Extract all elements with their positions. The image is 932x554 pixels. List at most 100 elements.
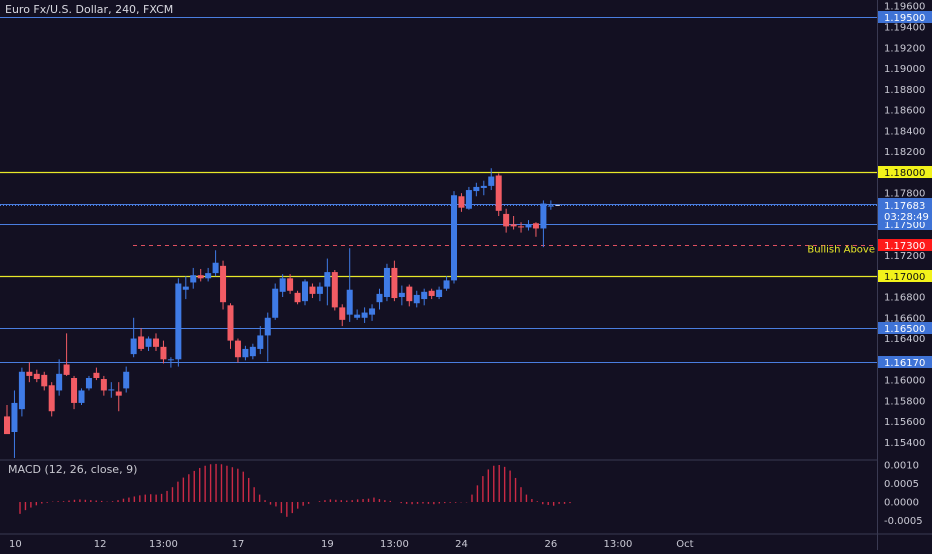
price-tick-1.16600: 1.16600: [884, 313, 925, 324]
price-badge-1.19500-text: 1.19500: [884, 13, 925, 24]
candle-body-27: [205, 273, 212, 279]
candle-body-68: [510, 224, 517, 227]
price-tick-1.16400: 1.16400: [884, 334, 925, 345]
candle-body-46: [346, 289, 353, 315]
candle-body-66: [495, 175, 502, 211]
candle-body-51: [383, 267, 390, 297]
alert-text: Bullish Above: [807, 245, 875, 256]
candle-body-9: [71, 378, 78, 403]
candle-body-53: [398, 292, 405, 297]
price-tick-1.19000: 1.19000: [884, 64, 925, 75]
price-badge-1.16170-text: 1.16170: [884, 358, 925, 369]
candle-body-1: [11, 402, 18, 432]
candle-body-36: [272, 288, 279, 318]
price-tick-1.19600: 1.19600: [884, 2, 925, 13]
candle-body-30: [227, 305, 234, 341]
alert-badge-text: 1.17300: [884, 241, 925, 252]
candle-body-29: [220, 265, 227, 303]
price-badge-1.16500-text: 1.16500: [884, 324, 925, 335]
candle-body-5: [41, 374, 48, 387]
price-badge-1.19500-bg: [878, 11, 932, 23]
candle-body-31: [234, 340, 241, 358]
price-tick-1.16800: 1.16800: [884, 293, 925, 304]
candle-body-49: [369, 308, 376, 315]
candle-body-21: [160, 346, 167, 360]
time-tick-9: Oct: [676, 539, 693, 550]
candle-body-50: [376, 293, 383, 303]
price-tick-1.15400: 1.15400: [884, 438, 925, 449]
candle-body-42: [316, 286, 323, 294]
candle-body-45: [339, 307, 346, 320]
current-price-badge-text: 1.17683: [884, 201, 925, 212]
candle-body-20: [153, 338, 159, 347]
macd-tick--0.0005: -0.0005: [884, 516, 923, 527]
countdown-badge-text: 03:28:49: [884, 212, 929, 223]
price-tick-1.17800: 1.17800: [884, 189, 925, 200]
price-badge-1.17000-bg: [878, 270, 932, 282]
candle-body-60: [451, 195, 457, 281]
alert-badge-bg: [878, 239, 932, 251]
candle-body-4: [33, 373, 40, 380]
candle-body-3: [26, 371, 33, 376]
candle-body-32: [242, 348, 249, 358]
chart-title: Euro Fx/U.S. Dollar, 240, FXCM: [5, 3, 174, 16]
candle-body-73: [547, 205, 554, 207]
candle-body-26: [197, 275, 204, 279]
price-tick-1.17200: 1.17200: [884, 251, 925, 262]
candle-body-13: [100, 379, 107, 391]
candle-body-11: [85, 378, 92, 389]
candle-body-6: [48, 385, 55, 412]
time-tick-2: 13:00: [149, 539, 178, 550]
candle-body-62: [465, 190, 472, 209]
time-tick-0: 10: [9, 539, 22, 550]
candle-body-71: [532, 223, 539, 229]
candle-body-14: [108, 389, 115, 391]
candle-body-47: [354, 314, 361, 318]
candle-body-25: [190, 275, 197, 283]
candle-body-16: [123, 371, 130, 389]
macd-tick-0.0010: 0.0010: [884, 461, 919, 472]
price-badge-1.16500-bg: [878, 322, 932, 334]
candle-body-18: [138, 336, 145, 349]
time-tick-7: 26: [544, 539, 557, 550]
candle-body-28: [212, 262, 219, 274]
price-tick-1.18800: 1.18800: [884, 85, 925, 96]
price-tick-1.18400: 1.18400: [884, 126, 925, 137]
time-tick-8: 13:00: [603, 539, 632, 550]
candle-body-54: [406, 286, 413, 302]
countdown-badge-bg: [878, 210, 932, 222]
price-tick-1.19200: 1.19200: [884, 43, 925, 54]
candle-body-35: [264, 317, 271, 336]
candle-body-61: [458, 196, 465, 208]
candle-body-70: [525, 224, 532, 228]
candle-body-33: [249, 346, 256, 357]
price-tick-1.18600: 1.18600: [884, 106, 925, 117]
price-badge-1.17000-text: 1.17000: [884, 272, 925, 283]
candle-body-12: [93, 372, 100, 378]
candle-body-55: [413, 294, 420, 304]
price-badge-1.16170-bg: [878, 356, 932, 368]
price-tick-1.15600: 1.15600: [884, 417, 925, 428]
price-tick-1.19400: 1.19400: [884, 23, 925, 34]
candle-body-41: [309, 286, 316, 294]
time-tick-1: 12: [94, 539, 107, 550]
candle-body-10: [78, 390, 85, 403]
candle-body-0: [4, 416, 10, 435]
candle-body-44: [331, 272, 338, 308]
candle-body-65: [488, 176, 495, 186]
time-tick-3: 17: [232, 539, 245, 550]
price-badge-1.18000-text: 1.18000: [884, 168, 925, 179]
candle-body-37: [279, 278, 286, 292]
macd-tick-0.0000: 0.0000: [884, 498, 919, 509]
time-tick-5: 13:00: [380, 539, 409, 550]
candle-body-63: [473, 186, 480, 192]
candle-body-43: [324, 272, 331, 287]
candle-body-48: [361, 312, 368, 318]
candle-body-34: [257, 335, 264, 349]
candle-body-7: [56, 373, 63, 391]
candle-body-24: [182, 286, 189, 290]
candle-body-59: [443, 280, 450, 289]
candle-body-15: [115, 391, 122, 396]
